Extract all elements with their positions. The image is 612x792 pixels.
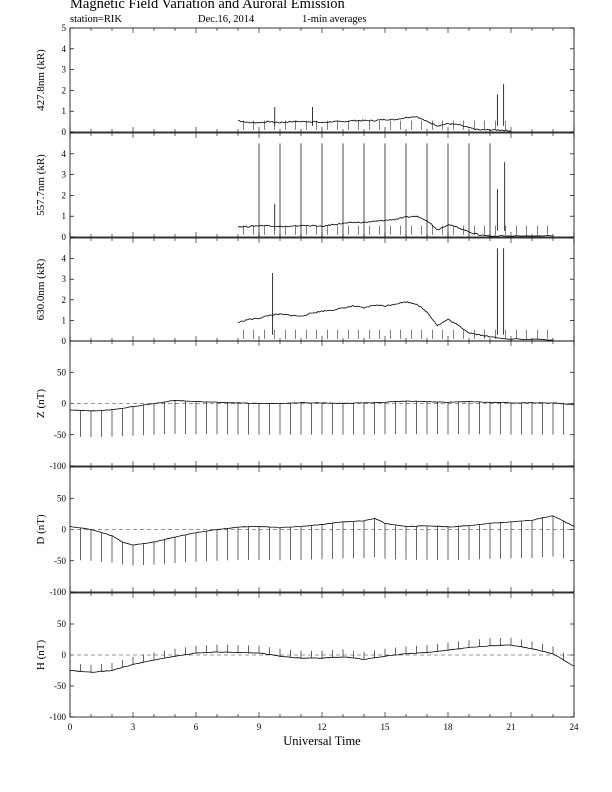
y-tick-label: 4 [62, 44, 67, 54]
date-label: Dec.16, 2014 [198, 14, 255, 25]
panel-630 [69, 237, 575, 342]
x-tick-label: 3 [131, 722, 136, 732]
y-tick-label: -50 [54, 681, 66, 691]
series-line [237, 301, 554, 341]
y-tick-label: 0 [62, 525, 67, 535]
station-label: station=RIK [70, 14, 123, 25]
y-tick-label: -50 [54, 430, 66, 440]
x-tick-label: 18 [444, 722, 454, 732]
x-tick-label: 24 [570, 722, 580, 732]
y-axis-label: D (nT) [35, 514, 47, 545]
series-line [237, 215, 554, 237]
panel-D [69, 466, 575, 593]
y-axis-label: Z (nT) [35, 389, 47, 418]
panel-frame [69, 237, 575, 342]
y-tick-label: 3 [62, 274, 67, 284]
y-tick-label: 3 [62, 170, 67, 180]
y-tick-label: 0 [62, 650, 67, 660]
x-tick-label: 0 [68, 722, 73, 732]
y-axis-label: 427.8nm (kR) [35, 49, 47, 111]
y-tick-label: 0 [62, 232, 67, 242]
panel-Z [69, 340, 575, 467]
y-tick-label: -100 [50, 587, 67, 597]
x-axis-label: Universal Time [283, 734, 361, 748]
y-tick-label: 2 [62, 85, 67, 95]
y-tick-label: 4 [62, 149, 67, 159]
y-axis-label: 630.0nm (kR) [35, 258, 47, 320]
x-tick-label: 15 [381, 722, 391, 732]
y-tick-label: 50 [57, 493, 67, 503]
x-tick-label: 21 [507, 722, 516, 732]
chart-title: Magnetic Field Variation and Auroral Emi… [70, 0, 345, 12]
y-tick-label: 1 [62, 315, 67, 325]
series-line [237, 115, 511, 132]
series-line [69, 644, 575, 673]
panel-557 [69, 132, 575, 238]
y-tick-label: 2 [62, 190, 67, 200]
y-tick-label: 1 [62, 106, 67, 116]
y-tick-label: 0 [62, 127, 67, 137]
panel-H [69, 592, 575, 718]
y-tick-label: 1 [62, 211, 67, 221]
panel-427 [69, 27, 575, 133]
x-tick-label: 6 [194, 722, 199, 732]
y-tick-label: -50 [54, 556, 66, 566]
y-tick-label: 2 [62, 295, 67, 305]
y-tick-label: 50 [57, 367, 67, 377]
y-tick-label: 4 [62, 254, 67, 264]
y-tick-label: 0 [62, 399, 67, 409]
y-tick-label: 50 [57, 619, 67, 629]
y-tick-label: -100 [50, 461, 67, 471]
y-axis-label: 557.7nm (kR) [35, 154, 47, 216]
averaging-label: 1-min averages [302, 14, 367, 25]
y-tick-label: 5 [62, 23, 67, 33]
y-axis-label: H (nT) [35, 640, 47, 671]
y-tick-label: 3 [62, 65, 67, 75]
x-tick-label: 9 [257, 722, 262, 732]
panel-frame [69, 27, 575, 133]
y-tick-label: -100 [50, 712, 67, 722]
x-tick-label: 12 [318, 722, 327, 732]
y-tick-label: 0 [62, 336, 67, 346]
